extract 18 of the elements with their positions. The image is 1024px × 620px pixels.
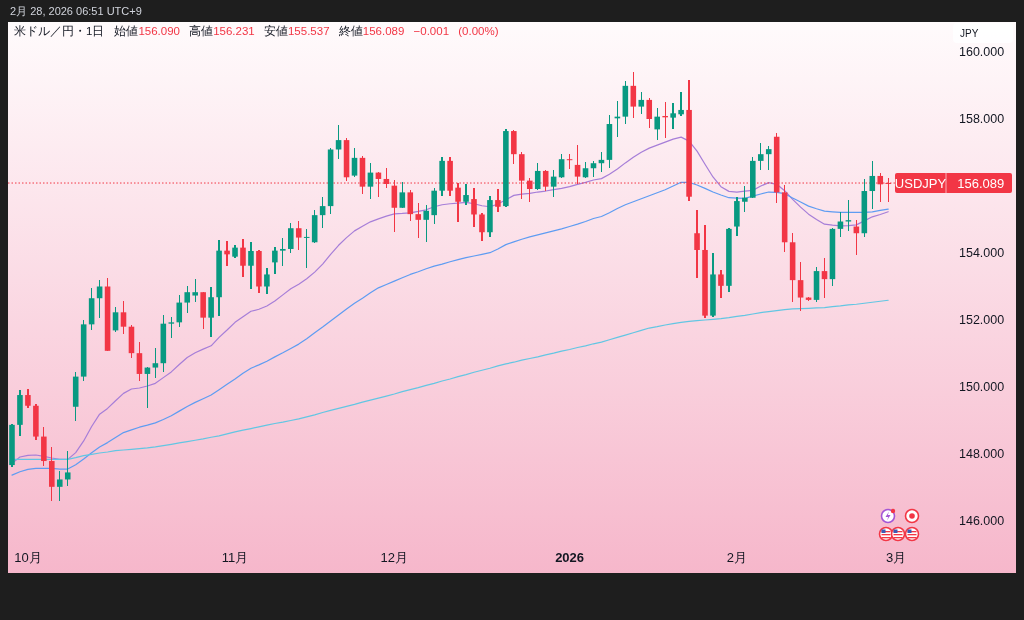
y-tick-label: 160.000 — [959, 45, 1005, 59]
x-tick-label: 2026 — [555, 549, 585, 565]
title: 米ドル／円・1日 — [14, 25, 105, 37]
x-tick-label: 2月 — [726, 549, 747, 565]
price-line-label: USDJPY 156.089 — [894, 175, 1005, 191]
y-axis-title: JPY — [960, 27, 979, 39]
y-tick-label: 148.000 — [959, 447, 1005, 461]
y-tick-label: 152.000 — [959, 313, 1005, 327]
annotation: 2月 28, 2026 06:51 UTC+9 — [10, 5, 142, 17]
x-tick-label: 11月 — [221, 549, 249, 565]
y-tick-label: 146.000 — [959, 514, 1005, 528]
x-tick-label: 12月 — [380, 549, 409, 565]
y-tick-label: 154.000 — [959, 246, 1005, 260]
subtitle: 始値156.090 高値156.231 安値155.537 終値156.089 −0.001 (0.00%) — [114, 25, 499, 37]
y-tick-label: 158.000 — [959, 112, 1005, 126]
x-tick-label: 10月 — [14, 549, 42, 565]
y-tick-label: 150.000 — [959, 380, 1005, 394]
x-tick-label: 3月 — [886, 549, 907, 565]
